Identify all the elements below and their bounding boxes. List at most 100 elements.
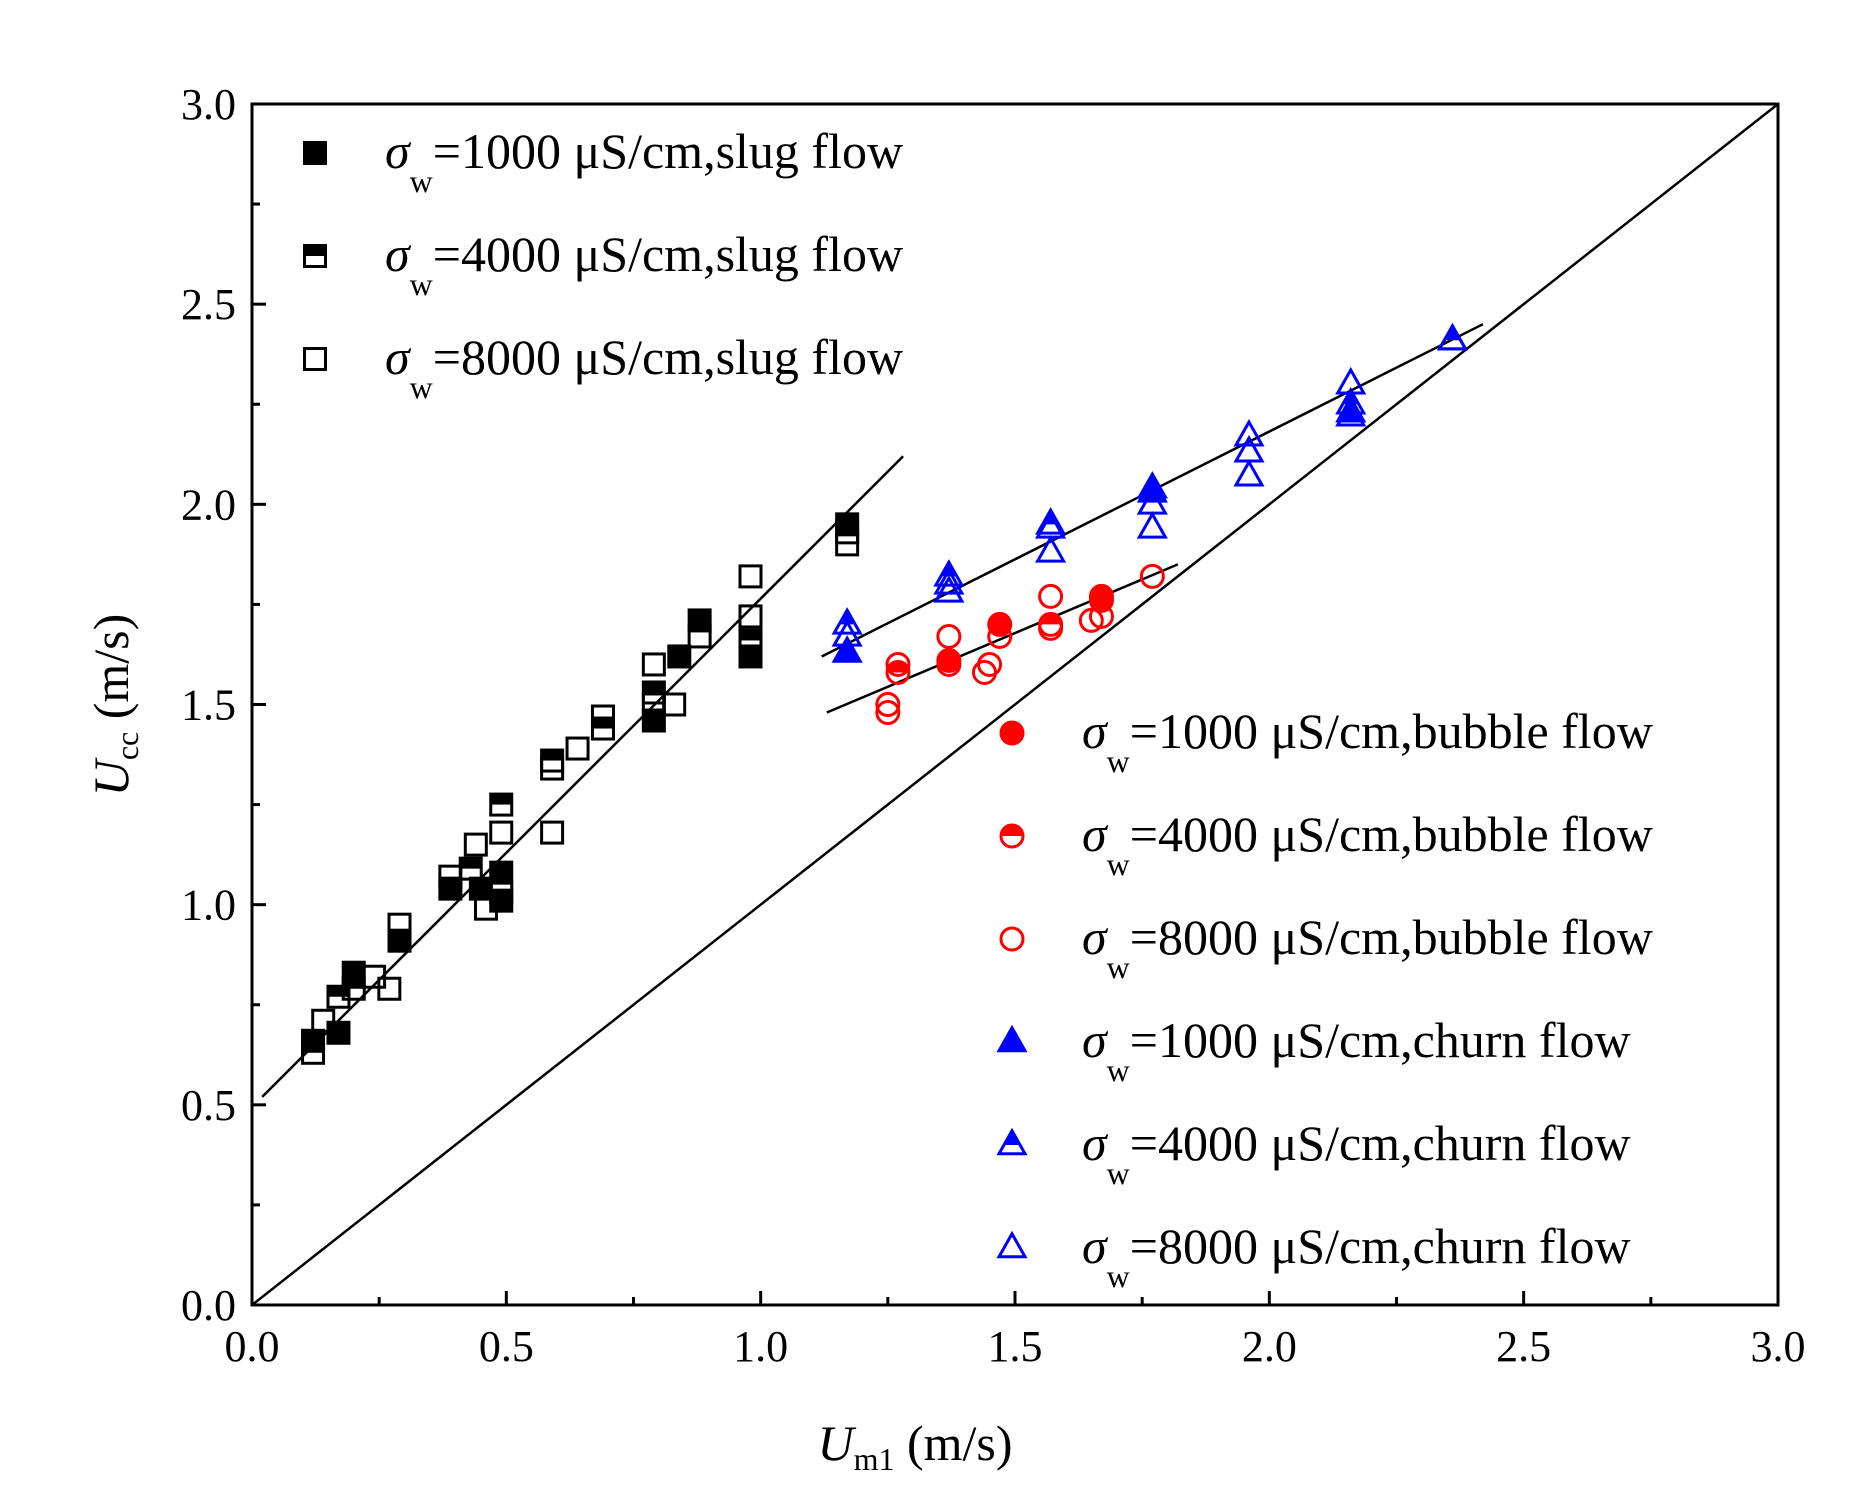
legend-entry: σw=1000 μS/cm,churn flow [996, 1012, 1631, 1088]
legend-entry: σw=8000 μS/cm,bubble flow [999, 909, 1653, 985]
legend-entry: σw=1000 μS/cm,slug flow [303, 123, 903, 199]
fit-lines [252, 104, 1778, 1305]
data-point-s3-20 [738, 604, 763, 629]
data-point-s8-2 [933, 559, 965, 587]
legend-top-left: σw=1000 μS/cm,slug flow σw=4000 μS/cm,slu… [303, 123, 903, 405]
data-point-s2-3 [458, 856, 483, 881]
data-point-s3-7 [463, 832, 488, 857]
series-7 [831, 394, 1367, 663]
data-point-s2-8 [738, 628, 763, 653]
x-tick-label: 1.0 [733, 1322, 788, 1371]
legend-entry: σw=4000 μS/cm,churn flow [996, 1115, 1631, 1191]
x-tick-label: 0.0 [225, 1322, 280, 1371]
data-point-s6-9 [1038, 583, 1064, 609]
data-point-s1-6 [468, 876, 493, 901]
legend-entry: σw=4000 μS/cm,slug flow [303, 226, 903, 302]
data-point-s3-21 [835, 532, 860, 557]
data-point-s6-8 [987, 623, 1013, 649]
y-tick-label: 3.0 [181, 80, 236, 129]
data-point-s1-12 [738, 644, 763, 669]
data-point-s9-2 [933, 567, 965, 595]
x-axis-title: Um1 (m/s) [817, 1415, 1012, 1477]
line-fit-slug [261, 455, 904, 1098]
legend-label: σw=1000 μS/cm,churn flow [1082, 1012, 1631, 1088]
data-point-s1-5 [438, 876, 463, 901]
legend-marker [996, 1230, 1028, 1259]
data-point-s3-13 [565, 736, 590, 761]
legend-bottom-right: σw=1000 μS/cm,bubble flow σw=4000 μS/cm,b… [996, 703, 1653, 1294]
y-tick-label: 0.5 [181, 1081, 236, 1130]
y-tick-label: 2.5 [181, 280, 236, 329]
data-point-s6-10 [1038, 615, 1064, 641]
series-3 [301, 532, 860, 1065]
legend-entry: σw=1000 μS/cm,bubble flow [999, 703, 1653, 779]
data-point-s1-11 [687, 608, 712, 633]
legend-entry: σw=8000 μS/cm,slug flow [303, 329, 903, 405]
legend-marker [303, 141, 327, 165]
y-tick-label: 2.0 [181, 480, 236, 529]
data-point-s3-10 [489, 880, 514, 905]
legend-marker [996, 1127, 1028, 1156]
series-9 [831, 322, 1469, 647]
data-point-s6-7 [977, 651, 1003, 677]
data-point-s3-4 [377, 976, 402, 1001]
data-point-s2-6 [590, 716, 615, 741]
legend-marker [996, 1024, 1028, 1053]
data-point-s1-1 [301, 1028, 326, 1053]
data-point-s3-5 [387, 912, 412, 937]
legend-marker [999, 823, 1025, 849]
data-point-s9-5 [1035, 535, 1067, 563]
data-point-s1-2 [326, 1020, 351, 1045]
series-6 [875, 563, 1165, 726]
data-point-s8-4 [1136, 471, 1168, 499]
data-point-s9-11 [1335, 366, 1367, 395]
data-point-s2-9 [835, 520, 860, 545]
data-point-s9-13 [1436, 322, 1469, 351]
data-point-s9-1 [831, 619, 863, 647]
data-point-s9-10 [1233, 459, 1265, 487]
data-point-s9-7 [1136, 511, 1168, 539]
legend-marker [999, 926, 1025, 952]
data-point-s2-4 [489, 792, 514, 817]
data-point-s6-5 [936, 651, 962, 677]
x-tick-label: 3.0 [1751, 1322, 1806, 1371]
data-point-s1-8 [489, 860, 514, 885]
data-point-s9-8 [1233, 418, 1265, 447]
legend-marker [303, 347, 327, 371]
data-point-s5-1 [885, 659, 911, 685]
data-point-s7-1 [831, 635, 863, 663]
data-point-s3-19 [738, 564, 763, 589]
data-markers [301, 322, 1469, 1065]
data-point-s3-2 [311, 1008, 336, 1033]
data-point-s3-8 [473, 896, 498, 921]
y-tick-label: 1.5 [181, 681, 236, 730]
data-point-s3-1 [301, 1040, 326, 1065]
data-point-s2-2 [341, 976, 366, 1001]
x-tick-label: 2.0 [1242, 1322, 1297, 1371]
y-tick-label: 0.0 [181, 1281, 236, 1330]
data-point-s3-9 [489, 820, 514, 845]
data-point-s3-6 [438, 864, 463, 889]
y-axis-title: Ucc (m/s) [83, 614, 145, 797]
data-point-s1-4 [387, 928, 412, 953]
data-point-s6-4 [936, 623, 962, 649]
legend-entry: σw=4000 μS/cm,bubble flow [999, 806, 1653, 882]
data-point-s2-7 [641, 680, 666, 705]
data-point-s9-12 [1335, 398, 1367, 427]
data-point-s3-12 [540, 820, 565, 845]
data-point-s3-18 [687, 624, 712, 649]
legend-label: σw=1000 μS/cm,bubble flow [1082, 703, 1653, 779]
x-tick-label: 2.5 [1496, 1322, 1551, 1371]
data-point-s3-17 [662, 692, 687, 717]
line-fit-bubble [826, 563, 1179, 714]
data-point-s1-9 [641, 708, 666, 733]
data-point-s8-1 [831, 607, 863, 635]
legend-label: σw=8000 μS/cm,slug flow [385, 329, 903, 405]
line-y-equals-x [252, 104, 1778, 1305]
data-point-s3-3 [362, 964, 387, 989]
data-point-s3-15 [641, 652, 666, 677]
data-point-s3-14 [590, 704, 615, 729]
data-point-s6-1 [875, 700, 901, 726]
axes: 0.0 0.5 1.0 1.5 2.0 2.5 3.0 0.0 0.5 1.0 1.5 2.0 2.5 3… [181, 80, 1806, 1371]
